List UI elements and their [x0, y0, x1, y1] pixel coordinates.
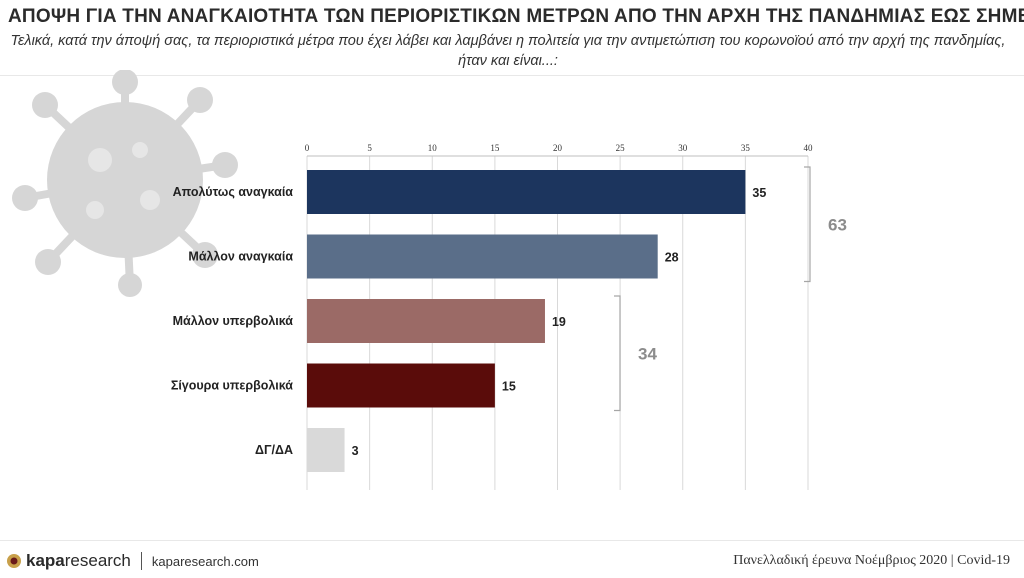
category-label: Απολύτως αναγκαία: [173, 185, 294, 199]
data-label: 19: [552, 315, 566, 329]
survey-label: Πανελλαδική έρευνα Νοέμβριος 2020: [733, 553, 948, 568]
topic-label: Covid-19: [957, 553, 1010, 568]
bar-chart: 0 5 10 15 20 25 30 35 40 Απολύτως αναγκαία 35 Μάλλο…: [171, 143, 847, 490]
header-divider: [0, 75, 1024, 76]
x-tick-label: 25: [616, 143, 626, 153]
category-label: Μάλλον αναγκαία: [188, 250, 293, 264]
x-tick-label: 15: [490, 143, 500, 153]
footer-separator: [140, 552, 142, 570]
coronavirus-icon: [12, 70, 238, 297]
data-label: 28: [665, 251, 679, 265]
x-tick-label: 20: [553, 143, 563, 153]
footer-survey-info: Πανελλαδική έρευνα Νοέμβριος 2020 | Covi…: [733, 553, 1010, 568]
page-subtitle: Τελικά, κατά την άποψή σας, τα περιοριστ…: [10, 33, 1006, 69]
brand-bold: kapa: [26, 551, 65, 570]
kapa-logo-icon: [7, 554, 21, 568]
x-tick-label: 35: [741, 143, 751, 153]
footer-divider: [0, 540, 1024, 541]
x-tick-label: 0: [305, 143, 310, 153]
bar: [307, 428, 345, 472]
x-tick-label: 10: [428, 143, 438, 153]
group-bracket: [614, 295, 621, 412]
group-bracket: [804, 166, 811, 283]
bar: [307, 234, 658, 279]
page-title: ΑΠΟΨΗ ΓΙΑ ΤΗΝ ΑΝΑΓΚΑΙΟΤΗΤΑ ΤΩΝ ΠΕΡΙΟΡΙΣΤ…: [8, 6, 1024, 27]
data-label: 15: [502, 380, 516, 394]
x-tick-label: 5: [367, 143, 372, 153]
category-label: ΔΓ/ΔΑ: [255, 443, 293, 457]
group-total-label: 34: [638, 344, 657, 363]
bar: [307, 299, 545, 343]
bar: [307, 363, 495, 408]
category-label: Μάλλον υπερβολικά: [173, 314, 294, 328]
group-total-label: 63: [828, 215, 847, 234]
bar: [307, 170, 746, 214]
footer-brand-area: kaparesearch kaparesearch.com: [6, 550, 259, 572]
x-tick-label: 30: [678, 143, 688, 153]
brand-logo: kaparesearch: [26, 551, 131, 571]
category-label: Σίγουρα υπερβολικά: [171, 379, 293, 393]
brand-light: research: [64, 551, 131, 570]
x-tick-label: 40: [804, 143, 814, 153]
data-label: 3: [352, 444, 359, 458]
website-link[interactable]: kaparesearch.com: [151, 553, 259, 569]
data-label: 35: [752, 186, 766, 200]
